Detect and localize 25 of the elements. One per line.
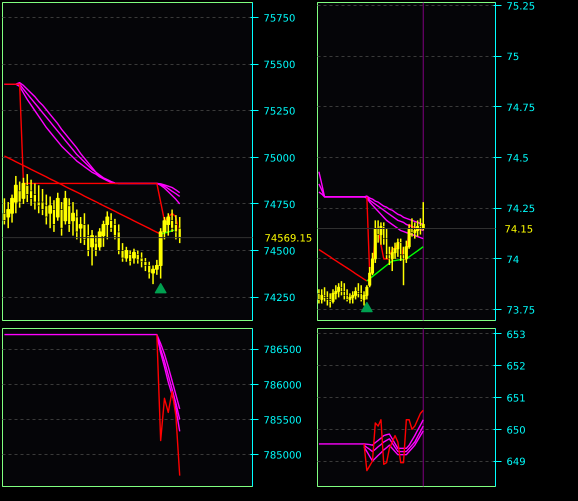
- y-tick-label: 74750: [264, 200, 296, 211]
- y-tick-label: 75.25: [506, 2, 536, 13]
- y-tick-label: 649: [506, 457, 526, 468]
- y-tick-label: 652: [506, 362, 526, 373]
- y-tick-label: 75500: [264, 60, 296, 72]
- ref-line-label: 74569.15: [264, 234, 312, 245]
- y-tick-label: 651: [506, 393, 526, 404]
- y-tick-label: 785000: [264, 450, 302, 462]
- y-tick-label: 786000: [264, 380, 302, 392]
- ref-line-label: 74.15: [504, 224, 534, 236]
- y-tick-label: 74500: [264, 246, 296, 258]
- y-tick-label: 75: [506, 52, 520, 64]
- y-tick-label: 74250: [264, 293, 296, 304]
- y-tick-label: 75000: [264, 153, 296, 164]
- y-tick-label: 786500: [264, 345, 302, 356]
- y-tick-label: 650: [506, 425, 526, 436]
- y-tick-label: 75250: [264, 106, 296, 118]
- y-tick-label: 74.25: [506, 204, 536, 216]
- y-tick-label: 73.75: [506, 306, 536, 317]
- y-tick-label: 74.5: [506, 154, 529, 165]
- y-tick-label: 74.75: [506, 102, 536, 114]
- y-tick-label: 785500: [264, 415, 302, 426]
- y-tick-label: 653: [506, 330, 526, 341]
- y-tick-label: 74: [506, 254, 520, 266]
- y-tick-label: 75750: [264, 13, 296, 24]
